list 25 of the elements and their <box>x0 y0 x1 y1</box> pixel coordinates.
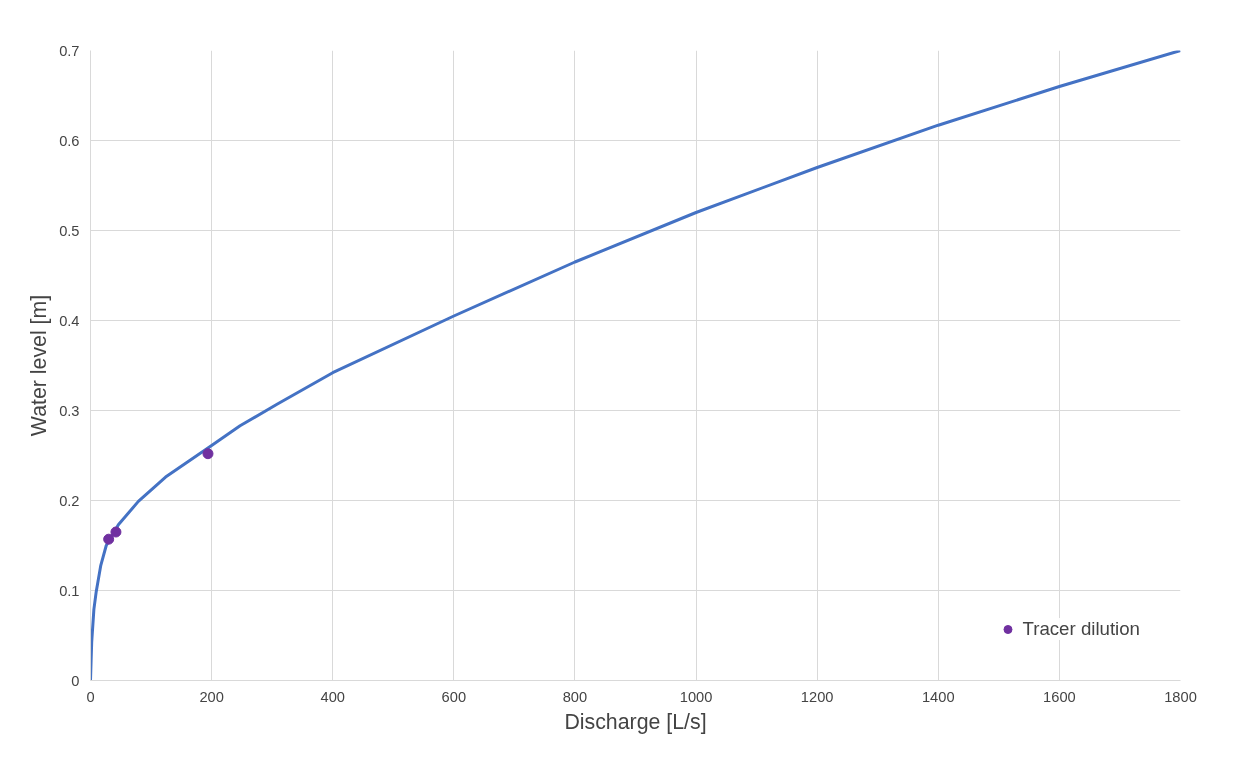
point <box>103 533 115 545</box>
x-tick-label: 1200 <box>800 688 834 705</box>
x-axis-title: Discharge [L/s] <box>564 709 707 734</box>
line-series <box>90 50 1181 681</box>
x-tick-label: 1400 <box>921 688 955 705</box>
y-tick-label: 0.1 <box>59 582 80 599</box>
y-tick-label: 0.7 <box>59 42 80 59</box>
x-tick-label: 800 <box>562 688 588 705</box>
y-tick-label: 0.6 <box>59 132 80 149</box>
x-tick-label: 200 <box>199 688 224 705</box>
x-tick-label: 1000 <box>679 688 713 705</box>
x-tick-label: 1600 <box>1043 688 1076 705</box>
y-tick-label: 0 <box>71 672 80 689</box>
point <box>110 526 122 538</box>
point <box>202 448 214 460</box>
y-tick-label: 0.3 <box>59 402 80 419</box>
x-tick-label: 600 <box>441 688 467 705</box>
x-tick-label: 400 <box>320 688 345 705</box>
x-tick-label: 1800 <box>1164 688 1197 705</box>
x-tick-label: 0 <box>86 688 95 705</box>
y-tick-label: 0.4 <box>59 312 80 329</box>
legend-label: Tracer dilution <box>1022 618 1140 640</box>
y-axis-title: Water level [m] <box>27 294 52 437</box>
y-tick-label: 0.5 <box>59 222 80 239</box>
y-tick-label: 0.2 <box>59 492 80 509</box>
